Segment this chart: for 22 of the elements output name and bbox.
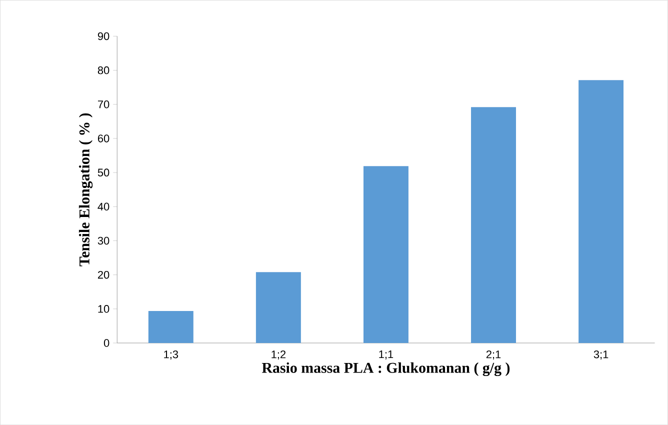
x-tick-label: 1;2: [272, 350, 286, 360]
bar: [471, 107, 516, 343]
y-tick-label: 80: [98, 66, 110, 74]
y-tick-label: 40: [98, 202, 110, 210]
y-tick-label: 50: [98, 168, 110, 176]
bar: [148, 310, 194, 343]
bar: [363, 166, 408, 343]
x-tick-label: 2;1: [486, 350, 501, 360]
x-tick-label: 3;1: [594, 350, 608, 360]
x-tick-label: 1;1: [379, 350, 394, 360]
bar: [256, 272, 301, 343]
y-tick-label: 0: [104, 339, 110, 347]
y-tick-label: 10: [98, 304, 110, 313]
x-tick-label: 1;3: [164, 350, 178, 360]
y-tick-label: 60: [98, 134, 110, 142]
bar: [578, 80, 624, 343]
y-tick-label: 20: [98, 270, 110, 279]
y-axis-title: Tensile Elongation ( % ): [78, 113, 93, 266]
x-axis-title: Rasio massa PLA : Glukomanan ( g/g ): [262, 362, 510, 376]
y-tick-label: 70: [98, 100, 110, 108]
y-tick-label: 90: [98, 32, 110, 40]
y-tick-label: 30: [98, 236, 110, 245]
